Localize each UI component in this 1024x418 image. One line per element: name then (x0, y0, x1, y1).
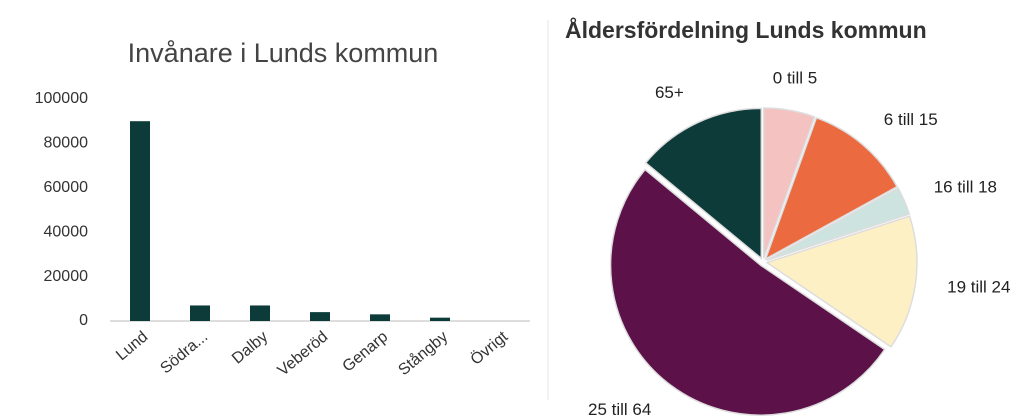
pie-title: Åldersfördelning Lunds kommun (565, 16, 927, 43)
y-tick-label: 100000 (35, 90, 88, 107)
bar-title: Invånare i Lunds kommun (128, 38, 439, 68)
x-tick-label: Stångby (395, 328, 452, 380)
y-tick-label: 60000 (44, 179, 89, 196)
pie-slice (644, 107, 763, 260)
pie-slice (764, 116, 899, 261)
bar (250, 305, 270, 321)
y-tick-label: 40000 (44, 223, 89, 240)
pie-slice (609, 168, 886, 416)
x-tick-label: Genarp (339, 328, 391, 375)
y-tick-label: 0 (79, 312, 88, 329)
x-tick-label: Lund (113, 328, 151, 364)
bar (190, 305, 210, 321)
bar (430, 317, 450, 321)
slice-label: 65+ (655, 83, 684, 102)
pie-slice (766, 187, 911, 262)
pie-slice (765, 215, 918, 348)
bar (370, 314, 390, 321)
y-tick-label: 80000 (44, 135, 89, 152)
bar (130, 121, 150, 321)
slice-label: 19 till 24 (947, 278, 1010, 297)
x-tick-label: Övrigt (467, 327, 512, 369)
x-tick-label: Veberöd (275, 328, 332, 379)
slice-label: 0 till 5 (773, 68, 817, 87)
slice-label: 25 till 64 (588, 400, 651, 418)
bar (310, 312, 330, 321)
slice-label: 16 till 18 (934, 178, 997, 197)
pie-slice (762, 107, 816, 259)
slice-label: 6 till 15 (884, 110, 938, 129)
x-tick-label: Dalby (229, 328, 271, 367)
x-tick-label: Södra... (157, 328, 211, 377)
y-tick-label: 20000 (44, 268, 89, 285)
